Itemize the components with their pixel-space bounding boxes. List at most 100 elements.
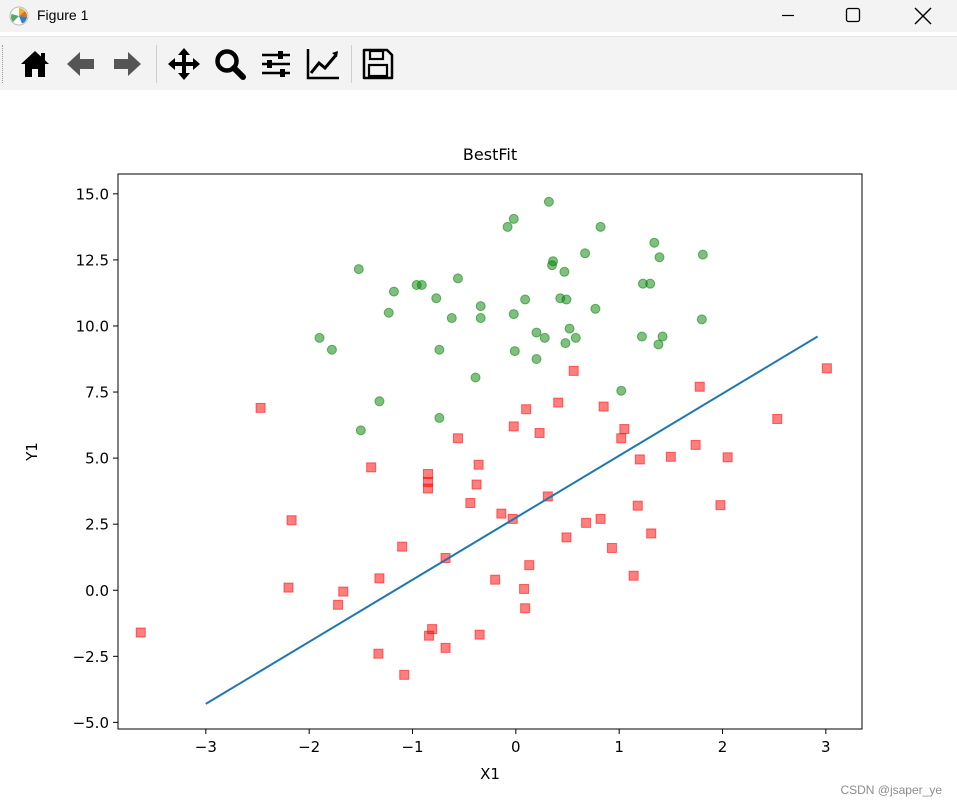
- x-tick-label: −1: [401, 738, 423, 756]
- red-square-point: [399, 669, 410, 680]
- red-square-point: [286, 515, 297, 526]
- green-circle-point: [470, 372, 481, 383]
- forward-arrow-icon[interactable]: [109, 46, 145, 82]
- red-square-point: [534, 428, 545, 438]
- green-circle-point: [416, 280, 427, 290]
- green-circle-point: [697, 249, 708, 260]
- green-circle-point: [580, 248, 591, 259]
- red-square-point: [595, 513, 606, 524]
- green-circle-point: [446, 313, 457, 324]
- best-fit-line: [205, 335, 819, 705]
- edit-axis-icon[interactable]: [305, 46, 341, 82]
- red-square-point: [598, 401, 609, 412]
- window-titlebar: Figure 1: [0, 0, 957, 32]
- green-circle-point: [326, 344, 337, 355]
- minimize-window-button[interactable]: [765, 0, 811, 32]
- green-circle-point: [616, 385, 627, 396]
- toolbar-separator: [156, 45, 157, 83]
- red-square-point: [255, 402, 266, 413]
- red-square-point: [440, 642, 451, 653]
- red-square-point: [283, 582, 294, 593]
- matplotlib-logo-icon: [9, 6, 29, 26]
- green-circle-point: [520, 294, 531, 305]
- red-square-point: [581, 517, 592, 528]
- red-square-point: [474, 629, 485, 640]
- green-circle-point: [502, 221, 513, 232]
- red-square-point: [772, 413, 783, 424]
- green-circle-point: [645, 278, 656, 289]
- red-square-point: [524, 560, 535, 571]
- red-square-point: [561, 532, 572, 543]
- green-circle-point: [570, 332, 581, 343]
- x-tick-label: −3: [195, 738, 217, 756]
- toolbar-grip: [2, 45, 5, 83]
- x-tick-label: 0: [511, 738, 521, 756]
- red-square-point: [632, 500, 643, 511]
- x-tick-label: 3: [821, 738, 831, 756]
- red-square-point: [519, 583, 530, 594]
- red-square-point: [722, 452, 733, 463]
- green-circle-point: [560, 338, 571, 349]
- red-square-point: [619, 424, 630, 435]
- zoom-magnifier-icon[interactable]: [212, 46, 248, 82]
- y-tick-label: 15.0: [76, 185, 109, 203]
- green-circle-point: [434, 344, 445, 355]
- green-circle-point: [353, 264, 364, 275]
- green-circle-point: [388, 286, 399, 297]
- green-circle-point: [657, 331, 668, 342]
- figure-canvas[interactable]: −3 −2 −1 0 1 2 3 −5.0 −2.5 0.0 2.5 5.0 7.5 10.0 12.5 15…: [0, 90, 957, 805]
- red-square-point: [606, 542, 617, 553]
- green-circle-point: [559, 266, 570, 277]
- red-square-point: [568, 365, 579, 376]
- green-circle-point: [590, 303, 601, 314]
- subplots-config-icon[interactable]: [258, 46, 294, 82]
- pan-move-icon[interactable]: [166, 46, 202, 82]
- red-square-point: [465, 498, 476, 509]
- green-circle-point: [475, 313, 486, 324]
- y-tick-label: 12.5: [76, 251, 109, 269]
- x-tick-label: 1: [614, 738, 624, 756]
- home-icon[interactable]: [17, 46, 53, 82]
- maximize-window-button[interactable]: [830, 0, 876, 32]
- red-square-point: [508, 421, 519, 432]
- green-circle-point: [595, 221, 606, 232]
- red-square-point: [646, 528, 657, 539]
- red-square-point: [496, 508, 507, 519]
- y-tick-label: −5.0: [73, 714, 109, 732]
- green-circle-point: [548, 256, 559, 267]
- red-square-point: [338, 586, 349, 597]
- red-square-point: [628, 570, 639, 581]
- red-square-point: [694, 381, 705, 392]
- red-square-point: [521, 404, 532, 415]
- green-circle-point: [636, 331, 647, 342]
- red-square-point: [690, 439, 701, 450]
- green-circle-point: [649, 237, 660, 248]
- green-circle-point: [314, 332, 325, 343]
- green-circle-point: [564, 323, 575, 334]
- red-square-point: [473, 459, 484, 470]
- scatter-chart: −3 −2 −1 0 1 2 3 −5.0 −2.5 0.0 2.5 5.0 7.5 10.0 12.5 15…: [23, 145, 863, 783]
- red-square-point: [427, 624, 438, 635]
- green-circle-point: [452, 273, 463, 284]
- red-square-point: [373, 648, 384, 659]
- green-circle-point: [561, 294, 572, 305]
- red-square-point: [634, 454, 645, 465]
- back-arrow-icon[interactable]: [63, 46, 99, 82]
- close-window-button[interactable]: [899, 0, 945, 32]
- red-square-point: [135, 627, 146, 638]
- save-floppy-icon[interactable]: [360, 46, 396, 82]
- red-square-point: [520, 603, 531, 614]
- green-circle-point: [434, 412, 445, 423]
- green-circle-point: [539, 332, 550, 343]
- red-square-point: [553, 397, 564, 408]
- y-tick-label: −2.5: [73, 648, 109, 666]
- green-circle-point: [475, 301, 486, 312]
- y-tick-label: 10.0: [76, 317, 109, 335]
- green-circle-point: [374, 396, 385, 407]
- green-circle-point: [543, 196, 554, 207]
- y-tick-label: 2.5: [85, 516, 109, 534]
- red-square-point: [715, 500, 726, 511]
- red-square-point: [397, 541, 408, 552]
- red-square-point: [366, 462, 377, 473]
- y-tick-label: 7.5: [85, 384, 109, 402]
